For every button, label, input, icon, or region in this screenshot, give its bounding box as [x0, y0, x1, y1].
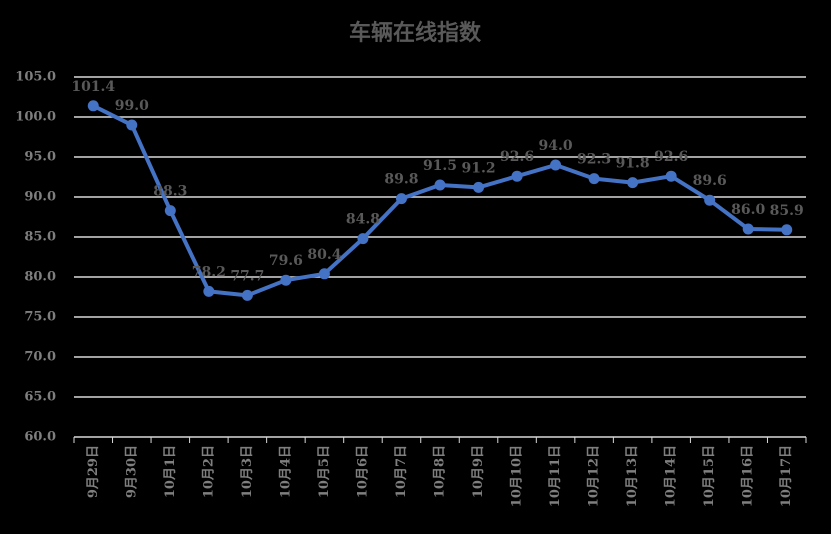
data-label: 79.6	[269, 253, 303, 269]
x-tick-label: 10月16日	[741, 445, 756, 507]
point	[203, 285, 215, 297]
data-label: 89.8	[384, 172, 418, 188]
data-label: 94.0	[539, 138, 573, 154]
x-tick-label: 10月14日	[664, 445, 679, 507]
data-label: 91.8	[616, 156, 650, 172]
y-tick-label: 80.0	[24, 270, 56, 285]
point	[357, 233, 369, 245]
y-tick-label: 65.0	[24, 390, 56, 405]
x-tick-label: 10月6日	[355, 445, 370, 498]
data-label: 91.2	[461, 160, 495, 176]
x-tick-label: 9月29日	[86, 445, 101, 498]
point	[473, 181, 485, 193]
data-label: 89.6	[693, 173, 727, 189]
data-label: 86.0	[731, 202, 765, 218]
point	[511, 170, 523, 182]
chart-title: 车辆在线指数	[349, 20, 482, 46]
point	[241, 289, 253, 301]
x-tick-label: 10月5日	[317, 445, 332, 498]
data-label: 92.6	[654, 149, 688, 165]
data-label: 99.0	[115, 98, 149, 114]
y-tick-label: 105.0	[15, 70, 56, 85]
y-tick-label: 70.0	[24, 350, 56, 365]
point	[126, 119, 138, 131]
x-tick-label: 10月3日	[240, 445, 255, 498]
x-tick-label: 10月17日	[779, 445, 794, 507]
point	[550, 159, 562, 171]
y-tick-label: 90.0	[24, 190, 56, 205]
point	[318, 268, 330, 280]
x-tick-label: 10月12日	[587, 445, 602, 507]
data-label: 92.3	[577, 152, 611, 168]
x-tick-label: 10月7日	[394, 445, 409, 498]
data-label: 88.3	[153, 184, 187, 200]
x-tick-label: 10月13日	[625, 445, 640, 507]
data-label: 91.5	[423, 158, 457, 174]
data-label: 77.7	[230, 268, 264, 284]
point	[164, 205, 176, 217]
point	[395, 193, 407, 205]
x-tick-label: 10月9日	[471, 445, 486, 498]
x-tick-label: 10月8日	[433, 445, 448, 498]
point	[434, 179, 446, 191]
data-label: 84.8	[346, 212, 380, 228]
point	[627, 177, 639, 189]
point	[781, 224, 793, 236]
point	[704, 194, 716, 206]
point	[280, 274, 292, 286]
point	[87, 100, 99, 112]
y-tick-label: 75.0	[24, 310, 56, 325]
y-tick-label: 100.0	[15, 110, 56, 125]
y-tick-label: 85.0	[24, 230, 56, 245]
x-tick-label: 10月15日	[702, 445, 717, 507]
x-tick-label: 10月1日	[163, 445, 178, 498]
x-tick-label: 10月10日	[510, 445, 525, 507]
data-label: 92.6	[500, 149, 534, 165]
point	[665, 170, 677, 182]
data-label: 101.4	[71, 79, 115, 95]
x-tick-label: 10月4日	[278, 445, 293, 498]
data-label: 85.9	[770, 203, 804, 219]
x-tick-label: 10月11日	[548, 445, 563, 507]
y-tick-label: 95.0	[24, 150, 56, 165]
data-label: 80.4	[307, 247, 341, 263]
point	[588, 173, 600, 185]
x-tick-label: 9月30日	[124, 445, 139, 498]
x-tick-label: 10月2日	[201, 445, 216, 498]
data-label: 78.2	[192, 264, 226, 280]
y-tick-label: 60.0	[24, 430, 56, 445]
point	[742, 223, 754, 235]
